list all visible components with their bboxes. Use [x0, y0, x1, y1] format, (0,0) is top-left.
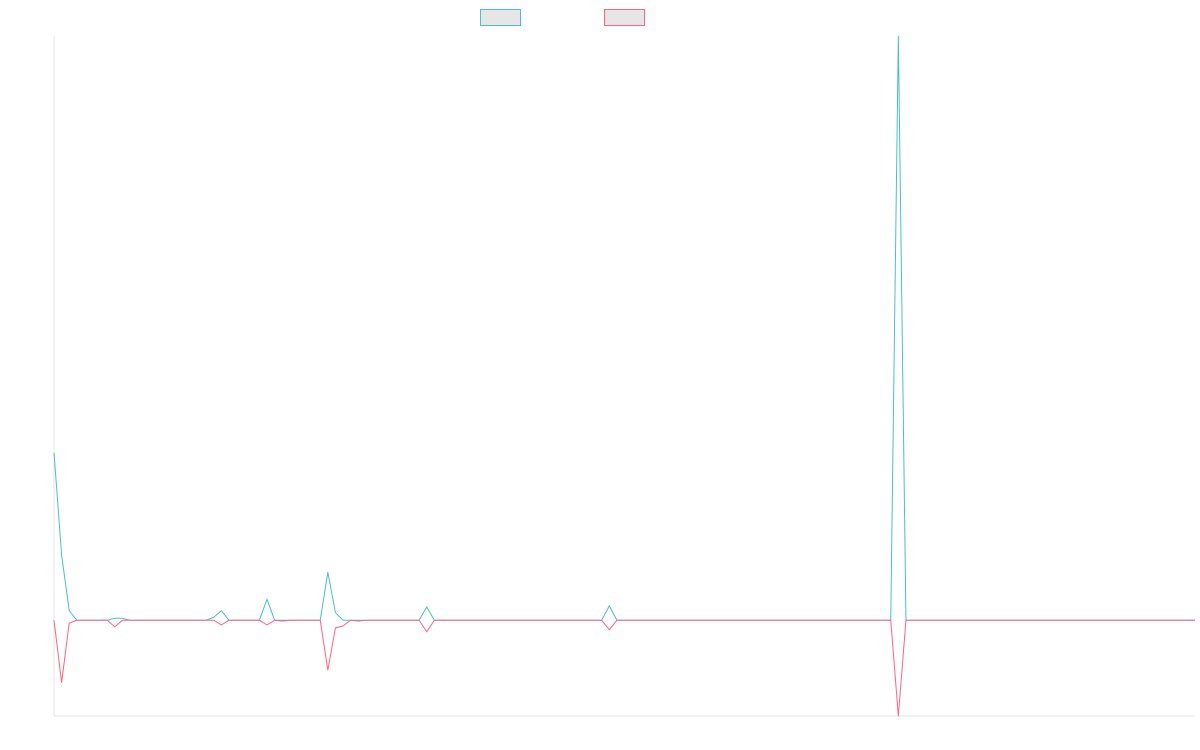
legend[interactable]: [480, 9, 645, 26]
series-layer: [53, 35, 1195, 717]
series-line-2: [53, 619, 1195, 717]
legend-swatch-2[interactable]: [604, 9, 645, 26]
legend-swatch-1[interactable]: [480, 9, 521, 26]
series-line-1: [53, 35, 1195, 621]
axes: [53, 36, 1195, 717]
